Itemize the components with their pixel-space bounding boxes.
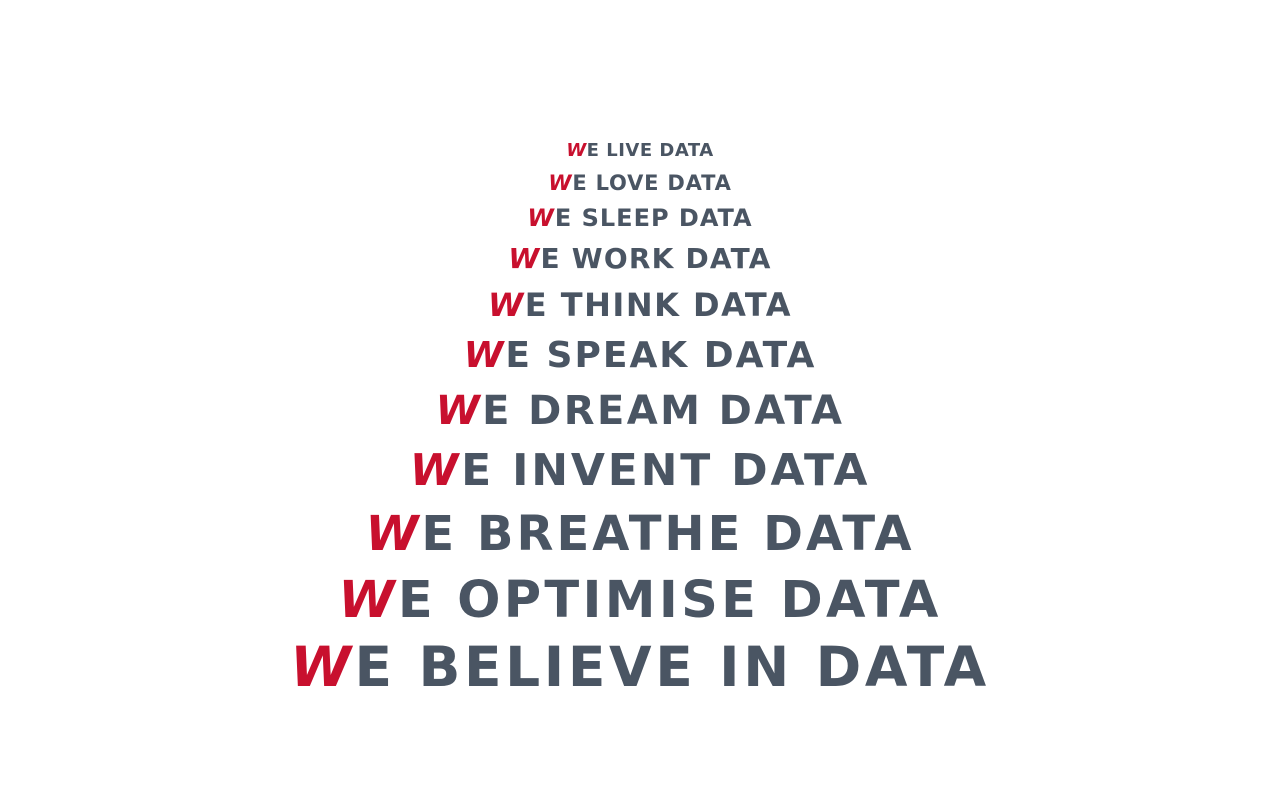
slogan-text: OPTIMISE DATA [436, 571, 942, 630]
slogan-e: E [586, 140, 600, 161]
slogan-w: W [338, 571, 398, 630]
slogan-line-sleep: WE SLEEP DATA [0, 206, 1280, 230]
slogan-text: SPEAK DATA [532, 335, 817, 376]
slogan-e: E [540, 242, 561, 275]
slogan-e: E [482, 388, 512, 434]
slogan-w: W [365, 506, 422, 562]
slogan-line-dream: WE DREAM DATA [0, 391, 1280, 431]
slogan-line-live: WE LIVE DATA [0, 142, 1280, 160]
slogan-text: LOVE DATA [587, 171, 732, 195]
slogan-w: W [488, 286, 525, 324]
slogan-e: E [461, 445, 494, 496]
slogan-line-speak: WE SPEAK DATA [0, 338, 1280, 374]
slogan-line-think: WE THINK DATA [0, 289, 1280, 321]
slogan-text: THINK DATA [548, 286, 792, 324]
slogan-text: INVENT DATA [494, 445, 871, 496]
slogan-e: E [397, 571, 437, 630]
slogan-e: E [554, 204, 573, 232]
slogan-w: W [435, 388, 483, 434]
slogan-text: DREAM DATA [511, 388, 845, 434]
slogan-line-work: WE WORK DATA [0, 245, 1280, 273]
slogan-text: SLEEP DATA [572, 204, 753, 232]
slogan-text: WORK DATA [560, 242, 772, 275]
slogan-text: BREATHE DATA [457, 506, 915, 562]
slogan-text: LIVE DATA [599, 140, 714, 161]
slogan-w: W [409, 445, 462, 496]
slogan-line-optimise: WE OPTIMISE DATA [0, 575, 1280, 626]
slogan-text: BELIEVE IN DATA [395, 635, 990, 699]
slogan-w: W [290, 635, 355, 699]
slogan-w: W [463, 335, 506, 376]
slogan-line-breathe: WE BREATHE DATA [0, 510, 1280, 558]
slogan-e: E [524, 286, 549, 324]
slogan-line-invent: WE INVENT DATA [0, 449, 1280, 493]
slogan-e: E [505, 335, 532, 376]
slogan-e: E [572, 171, 588, 195]
slogan-line-believe: WE BELIEVE IN DATA [0, 640, 1280, 695]
slogan-e: E [421, 506, 458, 562]
slogan-w: W [527, 204, 555, 232]
slogan-w: W [566, 140, 587, 161]
slogan-e: E [354, 635, 396, 699]
slogan-w: W [508, 242, 541, 275]
slogan-w: W [548, 171, 573, 195]
slogan-line-love: WE LOVE DATA [0, 173, 1280, 194]
